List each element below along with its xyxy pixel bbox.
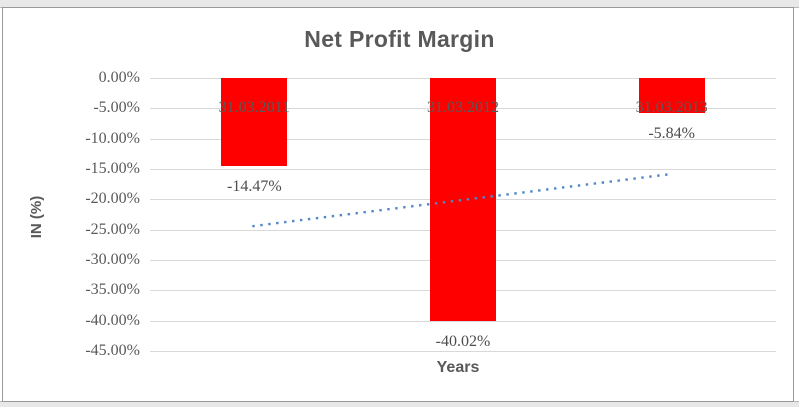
category-label: 31.03.2011 [218,99,291,116]
data-label: -14.47% [227,177,282,195]
y-tick-label: -20.00% [85,190,140,208]
y-axis-title: IN (%) [28,195,45,239]
y-tick-label: -45.00% [85,342,140,359]
bar [221,78,288,166]
gridline [150,351,776,352]
category-label: 31.03.2012 [427,99,499,116]
data-label: -40.02% [435,332,491,350]
y-tick-label: -25.00% [85,220,140,238]
category-label: 31.03.2013 [635,99,708,116]
chart-title: Net Profit Margin [304,26,495,52]
y-tick-label: -30.00% [85,251,140,268]
y-tick-label: -40.00% [85,311,140,329]
y-tick-label: 0.00% [98,69,140,86]
bar [638,78,705,114]
y-tick-label: -15.00% [85,160,140,177]
y-tick-label: -5.00% [93,99,140,117]
gridline [150,320,776,322]
y-tick-label: -35.00% [85,281,140,299]
x-axis-title: Years [436,359,480,376]
data-label: -5.84% [648,125,695,143]
y-tick-label: -10.00% [85,129,140,147]
